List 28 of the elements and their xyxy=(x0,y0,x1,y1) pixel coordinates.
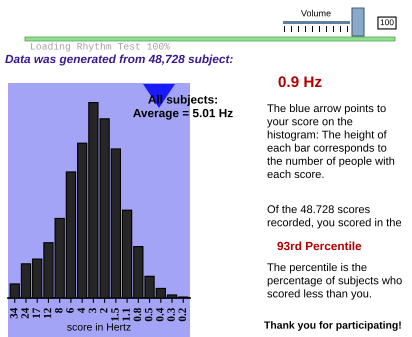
x-tick-label: 0.8 xyxy=(134,308,142,322)
x-axis-title: score in Hertz xyxy=(67,323,131,331)
x-tick-label: 24 xyxy=(21,308,29,318)
x-tick-label: 34 xyxy=(10,308,18,318)
text: The blue arrow points to your score on the histogram: The height of each bar corresponds to the number of people with each score. xyxy=(267,104,394,178)
chart-title: Data was generated from 48,728 subject: xyxy=(5,54,233,66)
text: Of the 48.728 scores recorded, you scored in the xyxy=(268,205,402,229)
x-tick-label: 12 xyxy=(44,308,52,318)
text: Volume xyxy=(300,10,331,16)
text: Thank you for participating! xyxy=(264,321,401,331)
x-tick-label: 3 xyxy=(88,308,96,313)
x-tick-label: 4 xyxy=(78,308,85,314)
x-tick-label: 6 xyxy=(66,308,74,313)
text: 100 xyxy=(380,19,394,26)
x-tick-label: 17 xyxy=(32,308,40,318)
annotation: All subjects: Average = 5.01 Hz xyxy=(133,95,233,120)
x-tick-label: 1.5 xyxy=(111,308,119,321)
x-tick-label: 0.5 xyxy=(144,308,152,322)
x-tick-label: 2 xyxy=(100,308,108,313)
text: 0.9 Hz xyxy=(278,76,322,88)
text: The percentile is the percentage of subjects who scored less than you. xyxy=(267,263,402,300)
x-tick-label: 0.3 xyxy=(167,308,175,322)
text: 93rd Percentile xyxy=(277,241,362,250)
x-tick-label: 1.1 xyxy=(122,308,130,321)
x-tick-label: 0.4 xyxy=(156,308,164,322)
x-tick-label: 8 xyxy=(54,308,62,313)
text: Loading Rhythm Test 100% xyxy=(31,42,170,52)
x-tick-label: 0.2 xyxy=(178,308,186,322)
